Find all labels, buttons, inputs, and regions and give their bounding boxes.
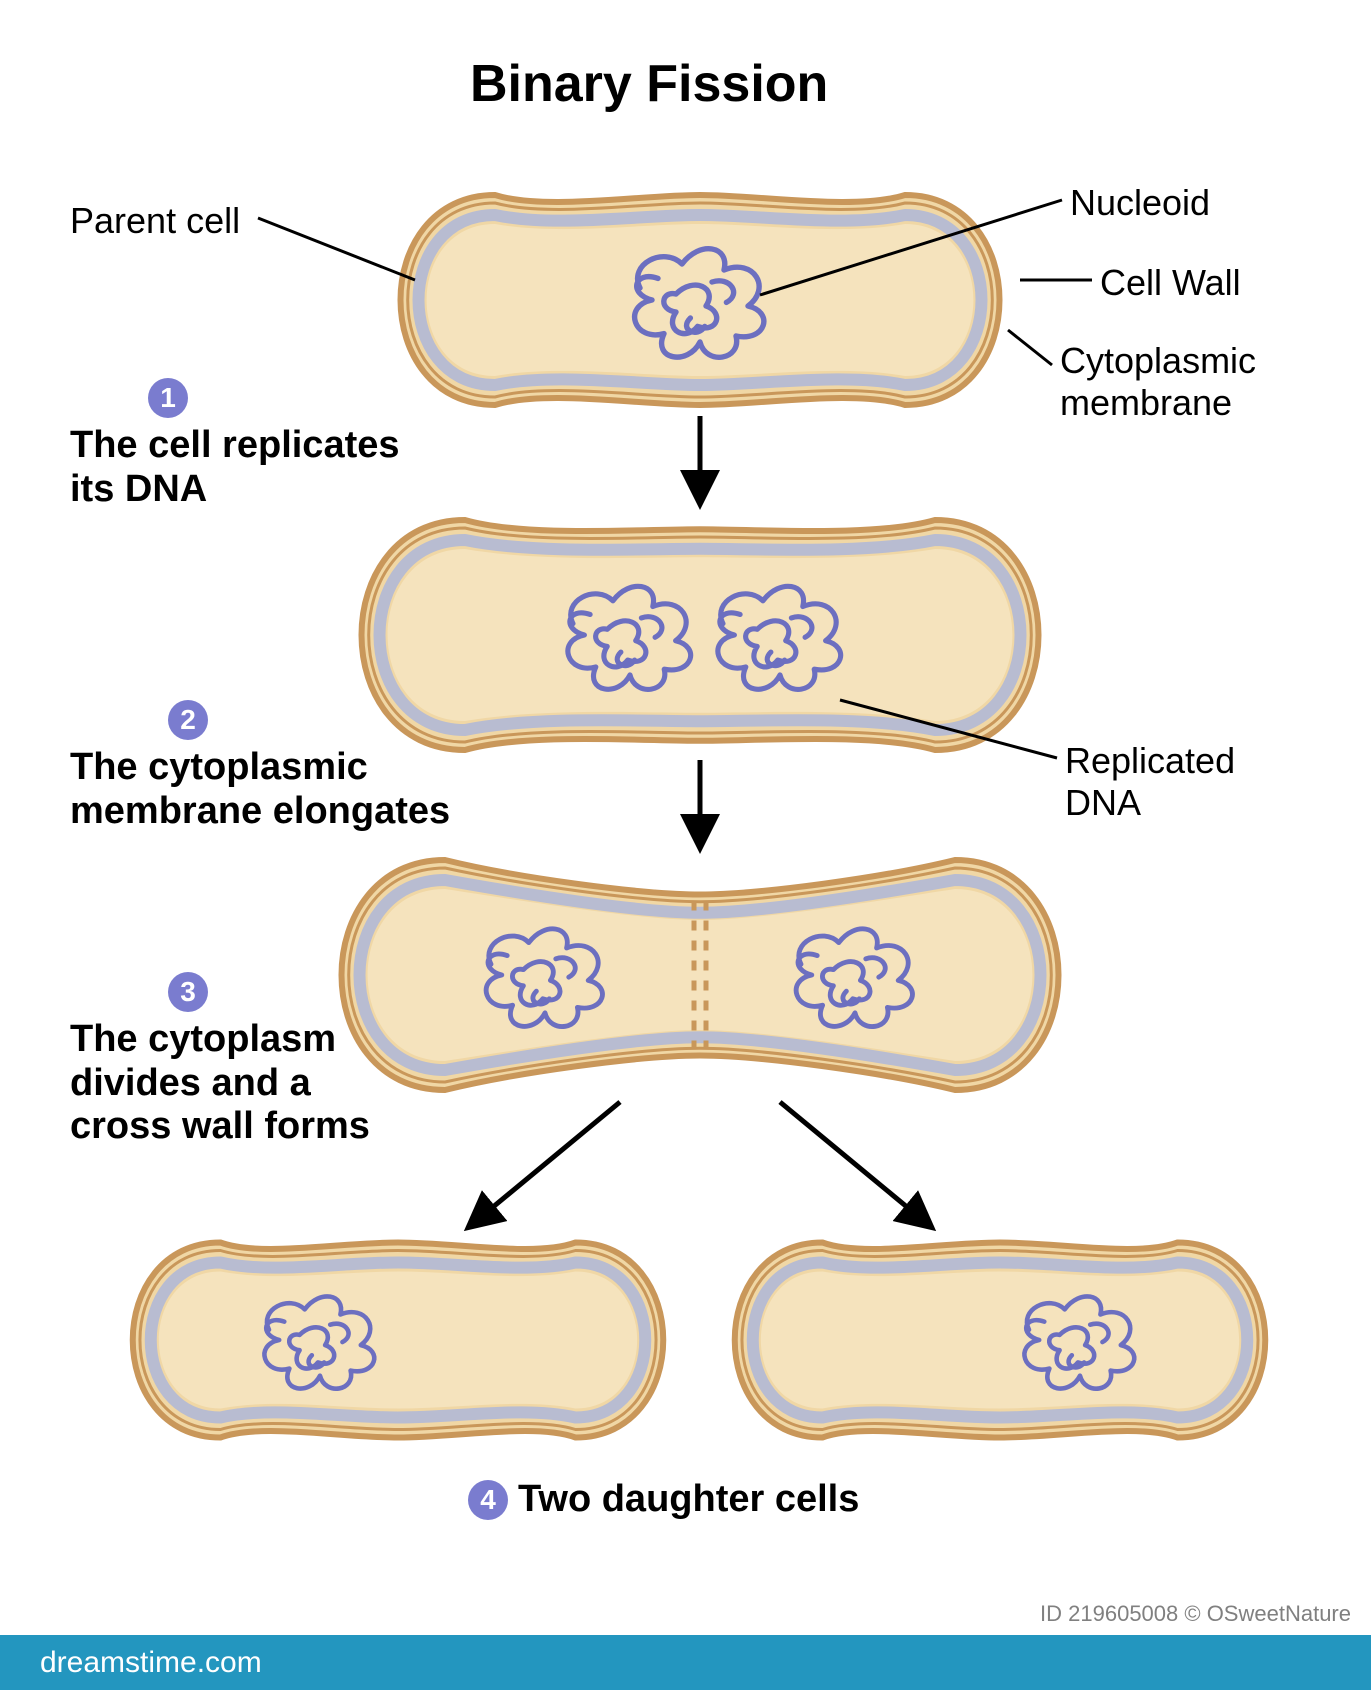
label-membrane: Cytoplasmic membrane	[1060, 340, 1256, 424]
footer-site-text: dreamstime.com	[40, 1646, 262, 1680]
step-text-1: The cell replicates its DNA	[70, 424, 400, 511]
label-repdna: Replicated DNA	[1065, 740, 1235, 824]
step-badge-2: 2	[168, 700, 208, 740]
diagram-svg	[0, 0, 1371, 1690]
label-cellwall: Cell Wall	[1100, 262, 1241, 304]
label-nucleoid: Nucleoid	[1070, 182, 1210, 224]
step-badge-3: 3	[168, 972, 208, 1012]
cell-c1	[401, 195, 1000, 405]
cell-c5	[735, 1243, 1266, 1438]
step-text-4: Two daughter cells	[518, 1478, 859, 1522]
step-text-3: The cytoplasm divides and a cross wall f…	[70, 1018, 370, 1149]
step-badge-4: 4	[468, 1480, 508, 1520]
step-badge-1: 1	[148, 378, 188, 418]
cell-c4	[133, 1243, 664, 1438]
cell-c3	[342, 860, 1059, 1090]
image-id-text: ID 219605008 © OSweetNature	[1040, 1601, 1351, 1627]
cell-c2	[362, 520, 1039, 750]
footer-bar: dreamstime.com	[0, 1635, 1371, 1690]
step-text-2: The cytoplasmic membrane elongates	[70, 746, 450, 833]
diagram-title: Binary Fission	[470, 54, 828, 114]
diagram-stage: Binary Fission Parent cell Nucleoid Cell W…	[0, 0, 1371, 1690]
label-parent: Parent cell	[70, 200, 240, 242]
